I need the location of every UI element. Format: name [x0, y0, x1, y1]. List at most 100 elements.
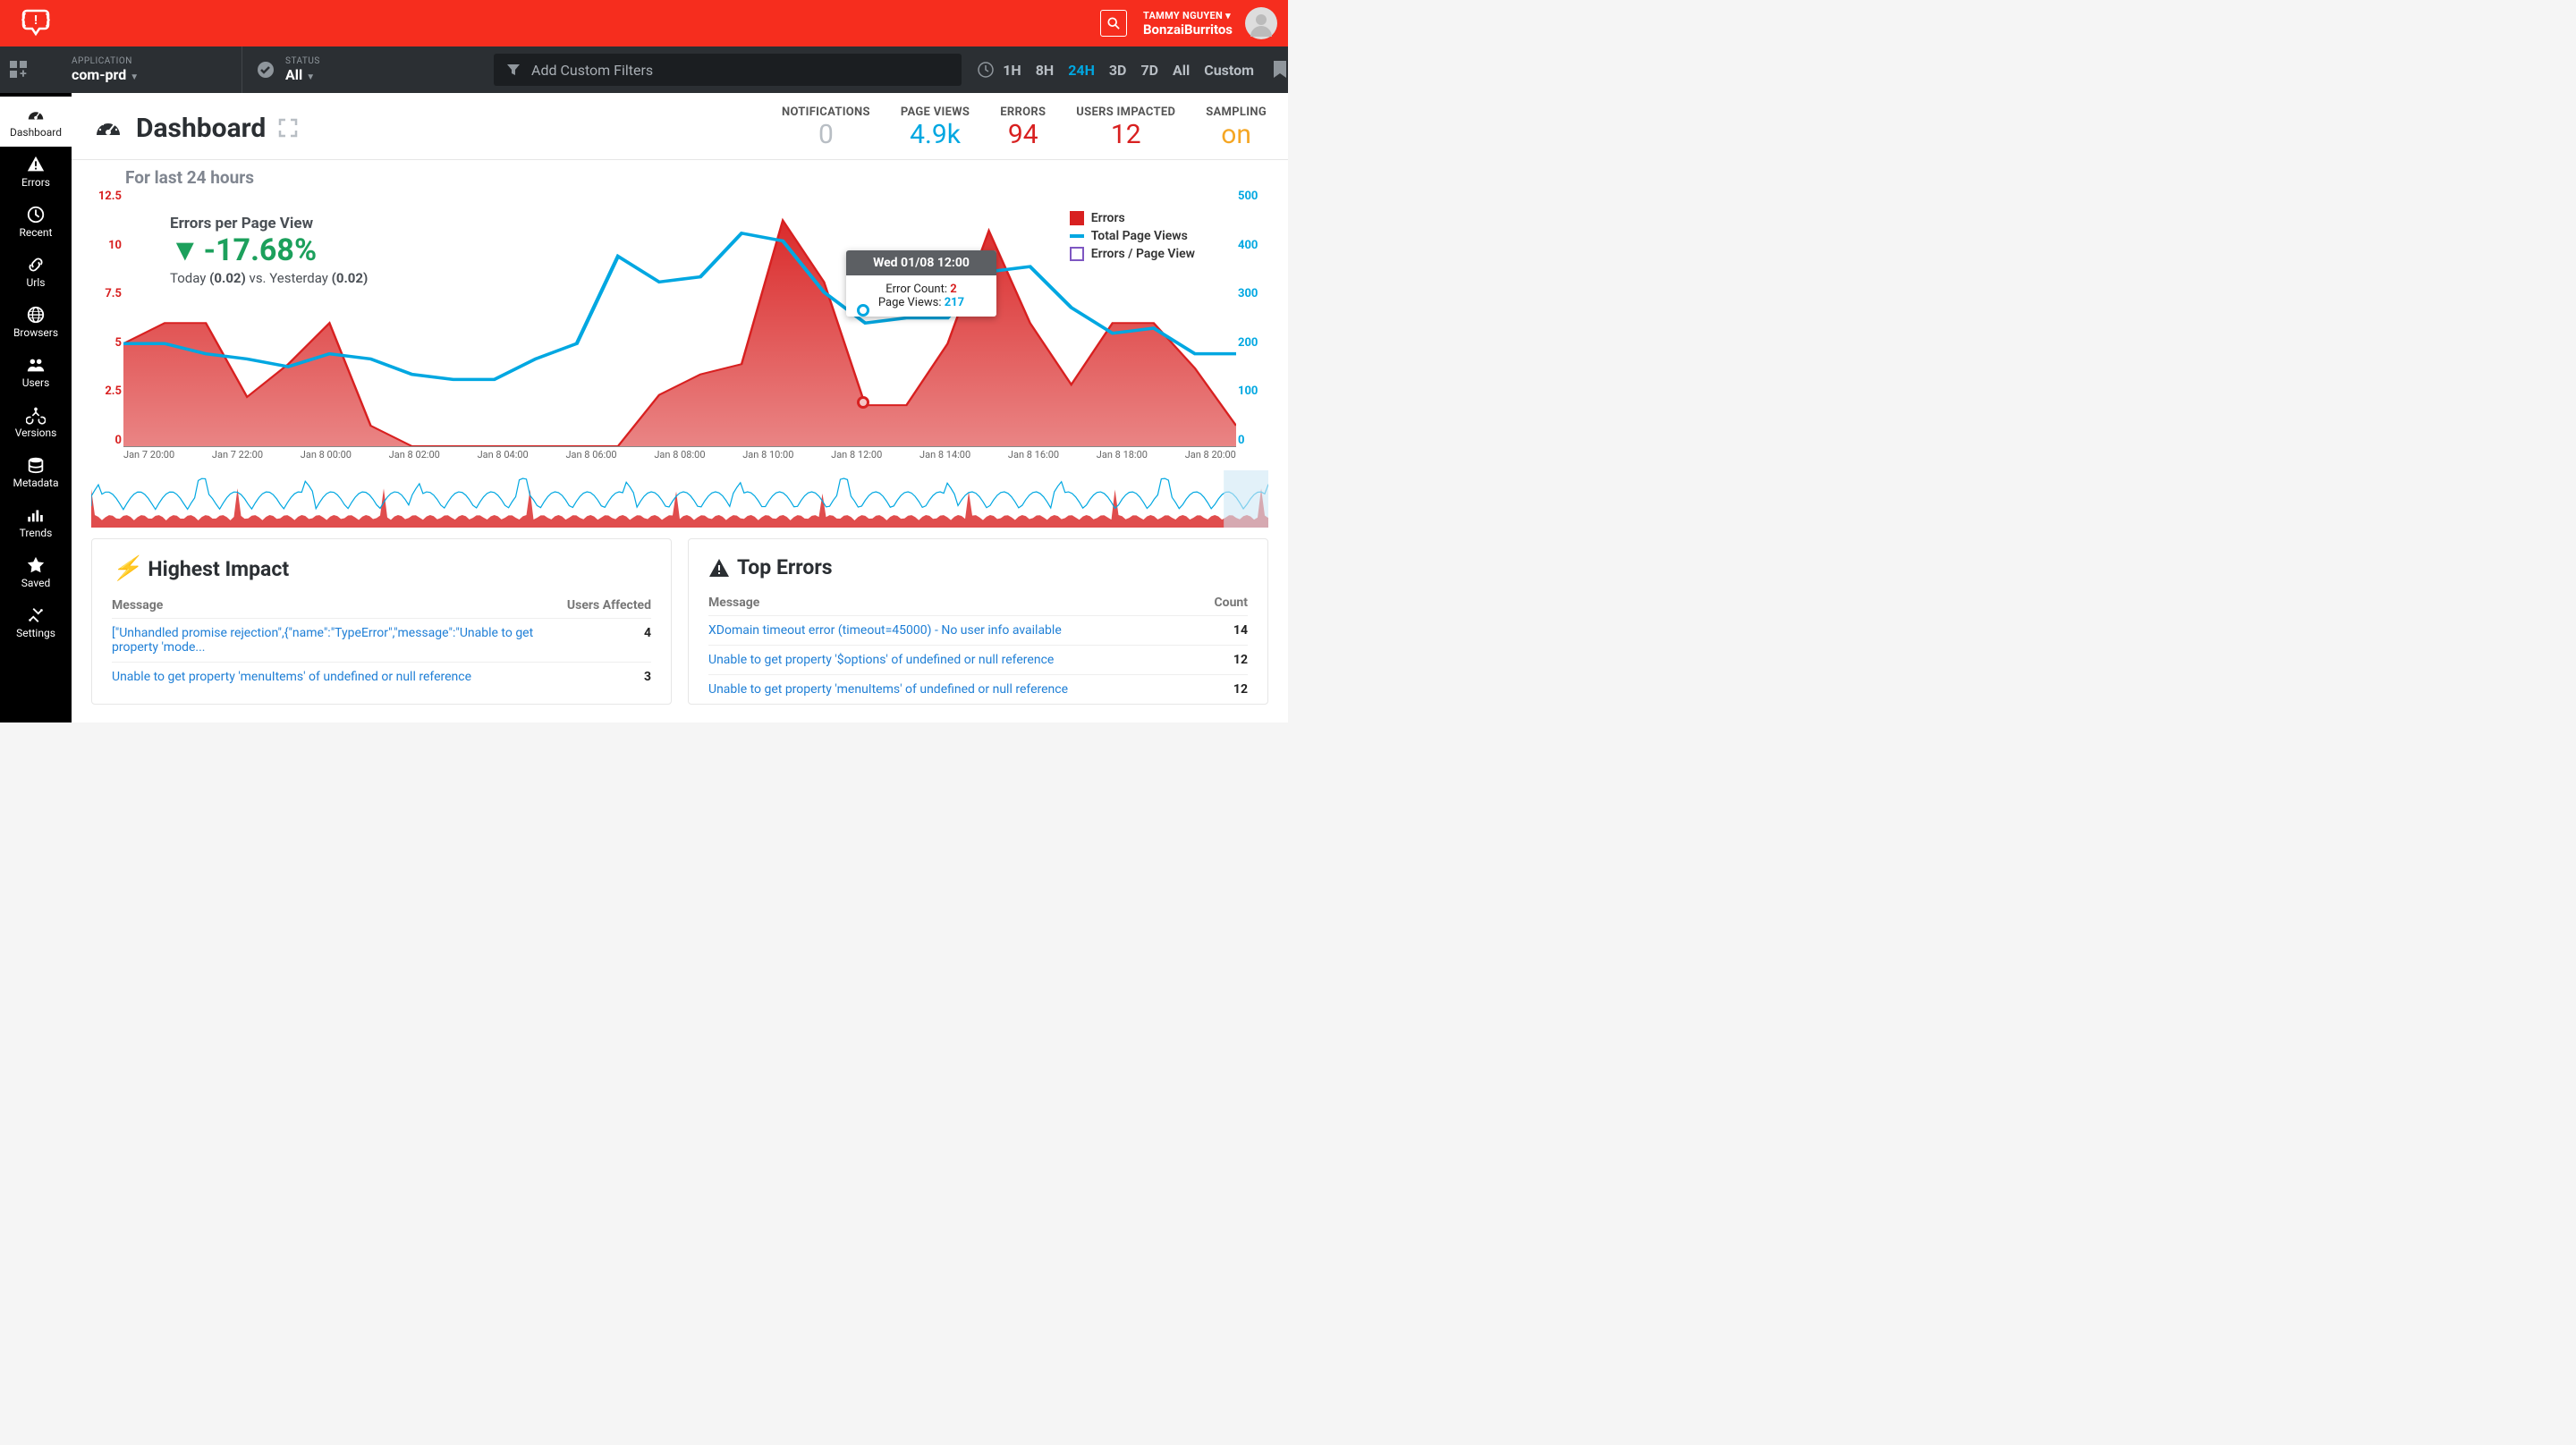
sidebar-item-dashboard[interactable]: Dashboard [0, 97, 72, 147]
row-message[interactable]: Unable to get property '$options' of und… [708, 653, 1054, 667]
row-value: 12 [1233, 682, 1248, 697]
timerange-7d[interactable]: 7D [1140, 62, 1158, 79]
sidebar: DashboardErrors Recent Urls Browsers Users Ve… [0, 93, 72, 722]
kpi-row: NOTIFICATIONS0 PAGE VIEWS4.9k ERRORS94 USER… [782, 106, 1267, 150]
sidebar-item-errors[interactable]: Errors [0, 147, 72, 197]
y-axis-left: 12.5107.552.50 [91, 190, 122, 447]
user-menu[interactable]: TAMMY NGUYEN ▾ BonzaiBurritos [1143, 10, 1233, 38]
custom-filter-input[interactable]: Add Custom Filters [494, 54, 962, 86]
col-users: Users Affected [567, 598, 651, 613]
x-axis: Jan 7 20:00Jan 7 22:00Jan 8 00:00Jan 8 0… [123, 449, 1236, 465]
highest-impact-panel: ⚡Highest Impact MessageUsers Affected ["… [91, 538, 672, 705]
warning-icon [708, 558, 730, 578]
timerange-1h[interactable]: 1H [1003, 62, 1021, 79]
kpi-page-views: PAGE VIEWS4.9k [901, 106, 970, 150]
chart-point-pageviews [857, 304, 869, 317]
row-message[interactable]: Unable to get property 'menuItems' of un… [708, 682, 1068, 697]
dashboard-icon [93, 113, 123, 143]
legend-item[interactable]: Errors / Page View [1070, 247, 1195, 261]
sidebar-item-browsers[interactable]: Browsers [0, 297, 72, 347]
overview-sparkline[interactable] [91, 470, 1268, 528]
search-button[interactable] [1100, 10, 1127, 37]
sidebar-label: Settings [16, 627, 55, 639]
table-row[interactable]: XDomain timeout error (timeout=45000) - … [708, 615, 1248, 645]
table-row[interactable]: Unable to get property 'menuItems' of un… [112, 662, 651, 691]
col-count: Count [1215, 596, 1249, 610]
bookmark-icon[interactable] [1272, 60, 1288, 80]
sidebar-item-recent[interactable]: Recent [0, 197, 72, 247]
errors-icon [26, 155, 46, 174]
top-bar: !{} TAMMY NGUYEN ▾ BonzaiBurritos [0, 0, 1288, 46]
overlay-subtitle: Today (0.02) vs. Yesterday (0.02) [170, 270, 368, 286]
row-value: 12 [1233, 653, 1248, 667]
sidebar-label: Versions [15, 427, 57, 439]
chart-overlay: Errors per Page View ▼-17.68% Today (0.0… [170, 215, 368, 286]
sidebar-label: Urls [27, 276, 46, 289]
overlay-delta: ▼-17.68% [170, 232, 368, 268]
timerange-24h[interactable]: 24H [1068, 62, 1095, 79]
kpi-users-impacted: USERS IMPACTED12 [1076, 106, 1175, 150]
main-chart[interactable]: 12.5107.552.50 5004003002001000 Errors p… [91, 190, 1268, 465]
row-value: 3 [644, 670, 651, 684]
top-errors-panel: Top Errors Message Count XDomain timeout … [688, 538, 1268, 705]
chevron-down-icon: ▾ [1225, 10, 1231, 21]
col-message: Message [708, 596, 759, 610]
status-label: STATUS [285, 56, 320, 66]
table-row[interactable]: ["Unhandled promise rejection",{"name":"… [112, 618, 651, 662]
expand-icon[interactable] [278, 118, 298, 138]
sidebar-item-settings[interactable]: Settings [0, 597, 72, 647]
org-name: BonzaiBurritos [1143, 21, 1233, 38]
avatar[interactable] [1245, 7, 1277, 39]
urls-icon [26, 255, 46, 275]
sidebar-item-metadata[interactable]: Metadata [0, 447, 72, 497]
chart-plot[interactable]: Errors per Page View ▼-17.68% Today (0.0… [123, 190, 1236, 447]
timerange-custom[interactable]: Custom [1204, 62, 1254, 79]
sidebar-item-trends[interactable]: Trends [0, 497, 72, 547]
sidebar-label: Trends [20, 527, 53, 539]
kpi-notifications: NOTIFICATIONS0 [782, 106, 870, 150]
overlay-title: Errors per Page View [170, 215, 368, 232]
sidebar-label: Metadata [13, 477, 58, 489]
legend-item[interactable]: Errors [1070, 211, 1195, 225]
svg-text:{: { [21, 11, 27, 28]
timerange-all[interactable]: All [1173, 62, 1190, 79]
versions-icon [26, 405, 46, 425]
application-label: APPLICATION [72, 56, 139, 66]
chart-legend: Errors Total Page Views Errors / Page View [1070, 211, 1195, 265]
application-filter[interactable]: APPLICATION com-prd ▼ [72, 46, 242, 93]
sidebar-label: Recent [20, 226, 53, 239]
y-axis-right: 5004003002001000 [1238, 190, 1268, 447]
row-message[interactable]: XDomain timeout error (timeout=45000) - … [708, 623, 1062, 638]
col-message: Message [112, 598, 163, 613]
table-row[interactable]: Unable to get property '$options' of und… [708, 645, 1248, 674]
legend-item[interactable]: Total Page Views [1070, 229, 1195, 243]
row-value: 4 [644, 626, 651, 655]
sidebar-item-versions[interactable]: Versions [0, 397, 72, 447]
sidebar-item-saved[interactable]: Saved [0, 547, 72, 597]
status-filter[interactable]: STATUS All ▼ [242, 46, 478, 93]
sidebar-item-urls[interactable]: Urls [0, 247, 72, 297]
sidebar-label: Browsers [13, 326, 58, 339]
row-message[interactable]: Unable to get property 'menuItems' of un… [112, 670, 471, 684]
row-message[interactable]: ["Unhandled promise rejection",{"name":"… [112, 626, 543, 655]
timerange-8h[interactable]: 8H [1036, 62, 1054, 79]
chevron-down-icon: ▼ [130, 72, 139, 82]
user-name: TAMMY NGUYEN [1143, 10, 1223, 21]
custom-filter-placeholder: Add Custom Filters [531, 62, 653, 79]
kpi-errors: ERRORS94 [1000, 106, 1046, 150]
row-value: 14 [1233, 623, 1248, 638]
time-range-selector: 1H 8H 24H 3D 7D All Custom [1003, 62, 1267, 79]
dashboard-icon [26, 105, 46, 124]
grid-add-icon[interactable]: + [9, 60, 29, 80]
recent-icon [26, 205, 46, 224]
panel-title: Highest Impact [148, 557, 289, 581]
clock-icon [978, 62, 994, 78]
timerange-3d[interactable]: 3D [1109, 62, 1127, 79]
main-header: Dashboard NOTIFICATIONS0PAGE VIEWS4.9kER… [72, 93, 1288, 160]
table-row[interactable]: Unable to get property 'menuItems' of un… [708, 674, 1248, 704]
panel-title: Top Errors [737, 555, 833, 579]
main-content: Dashboard NOTIFICATIONS0PAGE VIEWS4.9kER… [72, 93, 1288, 722]
brand-logo[interactable]: !{} [0, 7, 72, 39]
svg-text:+: + [20, 67, 27, 80]
sidebar-item-users[interactable]: Users [0, 347, 72, 397]
